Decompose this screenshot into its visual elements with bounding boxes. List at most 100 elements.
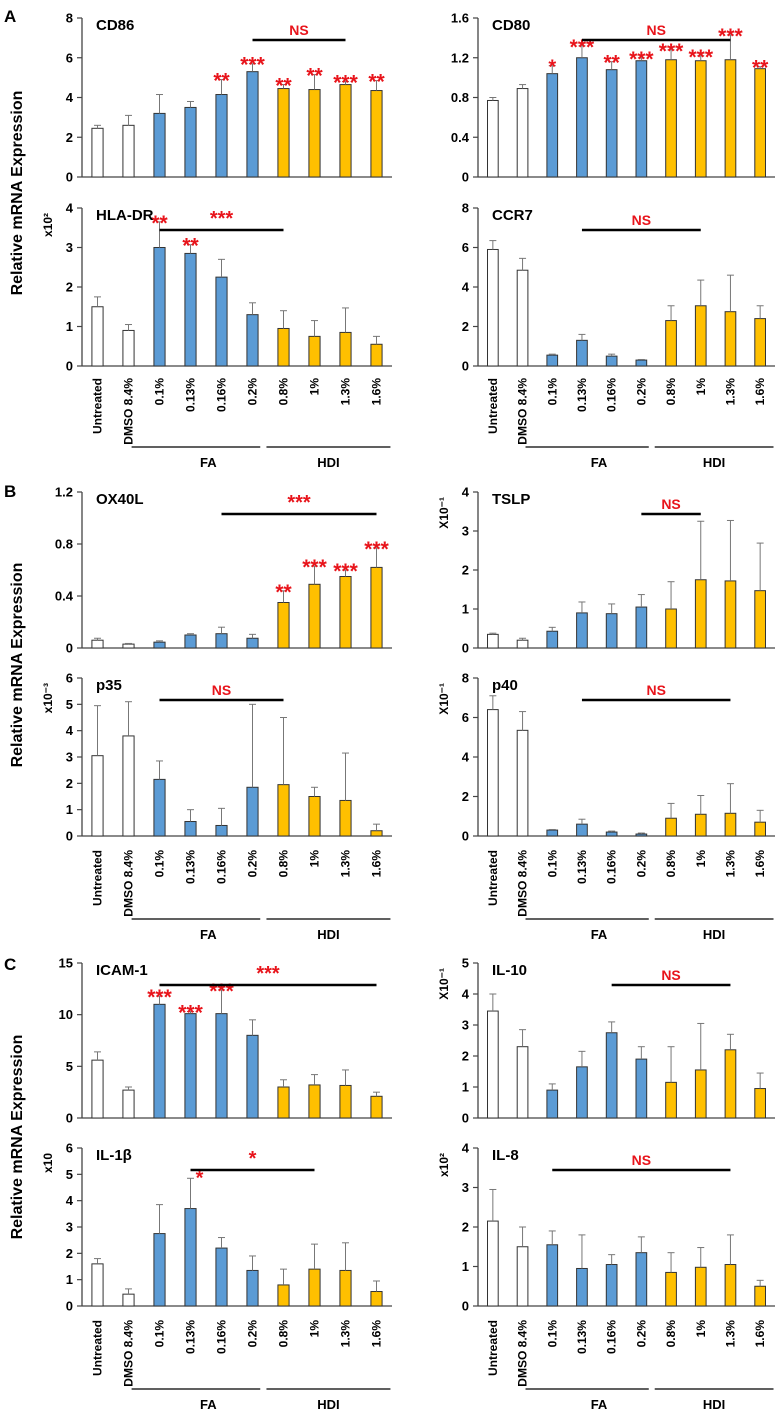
category-label: 0.13% [575,378,589,412]
bar [694,813,707,837]
bar [308,1084,321,1119]
bar [605,69,618,178]
bracket-label: NS [289,22,308,38]
category-label: DMSO 8.4% [122,378,136,445]
bar [339,1084,352,1119]
bar [91,755,104,837]
bar [546,73,559,178]
y-tick-label: 4 [66,90,74,105]
category-label: 0.1% [545,1320,559,1348]
bar [546,1244,559,1307]
category-label: 0.2% [246,1320,260,1348]
bar [339,1269,352,1307]
bar [370,830,383,837]
y-tick-label: 2 [462,563,469,578]
bar [308,335,321,367]
y-tick-label: 2 [66,130,73,145]
category-labels: Untreated DMSO 8.4% 0.1% 0.13% 0.16% 0.2% 0.8%… [486,1320,774,1410]
y-tick-label: 5 [462,956,469,971]
chart-p35: 0 1 2 3 4 5 6 x10⁻³ NS p35 [41,671,392,844]
significance-marker: *** [302,556,327,579]
y-tick-label: 1 [462,1259,469,1274]
category-label: DMSO 8.4% [516,378,530,445]
significance-marker: ** [603,52,620,75]
category-label: Untreated [486,1320,500,1376]
category-label: 1.6% [753,378,767,406]
significance-marker: * [196,1167,204,1189]
y-tick-label: 2 [462,789,469,804]
category-label: 0.13% [575,850,589,884]
chart-title: IL-10 [492,962,527,979]
bar [487,1220,499,1307]
bar [91,1263,104,1307]
bar [487,1010,499,1119]
bracket-label: *** [256,963,280,985]
y-tick-label: 4 [462,280,470,295]
significance-marker: *** [659,40,684,63]
group-label-hdi: HDI [317,455,339,470]
category-label: 0.2% [634,1320,648,1348]
y-tick-label: 2 [462,1220,469,1235]
chart-title: CD80 [492,17,530,34]
bar [754,68,766,178]
y-tick-label: 1 [462,602,469,617]
chart-tslp: 0 1 2 3 4 X10⁻¹ NS TSLP [437,485,775,656]
y-tick-label: 4 [66,201,74,216]
category-labels: Untreated DMSO 8.4% 0.1% 0.13% 0.16% 0.2% 0.8%… [91,378,391,470]
y-tick-label: 1.2 [451,50,469,65]
y-tick-label: 0.8 [55,537,73,552]
bar [184,106,197,178]
category-label: 0.1% [153,1320,167,1348]
chart-title: CCR7 [492,207,533,224]
bar [635,1058,648,1119]
category-label: 1.3% [723,850,737,878]
bar [576,823,588,837]
bar [153,247,166,367]
category-label: 1.6% [370,850,384,878]
significance-marker: *** [629,48,654,71]
category-label: 0.16% [605,850,619,884]
bar [635,359,648,367]
category-label: 0.16% [215,378,229,412]
bar [694,1266,707,1307]
y-tick-label: 0 [462,641,469,656]
category-label: Untreated [91,850,105,906]
panel-letter: C [4,955,16,974]
y-tick-label: 5 [66,1059,73,1074]
bar [277,327,290,367]
category-label: 0.2% [246,850,260,878]
bar [308,583,321,649]
bracket-label: NS [661,967,680,983]
bracket-label: NS [646,682,665,698]
bar [576,1066,588,1119]
significance-marker: *** [570,36,595,59]
panel-letter: A [4,7,16,26]
significance-marker: *** [240,54,265,77]
bar [694,579,707,649]
y-tick-label: 0.4 [55,589,74,604]
y-tick-label: 0 [462,1111,469,1126]
bar [576,1267,588,1307]
y-tick-label: 1 [66,1272,73,1287]
bar [339,331,352,367]
category-label: 0.1% [153,850,167,878]
y-tick-label: 8 [462,671,469,686]
bar [635,833,648,837]
significance-marker: ** [182,235,199,258]
bar [516,269,529,367]
chart-title: OX40L [96,491,144,508]
bar [487,633,499,649]
bar [724,311,737,367]
bar [184,1208,197,1307]
category-label: 0.1% [545,850,559,878]
category-label: Untreated [91,378,105,434]
significance-marker: ** [752,57,769,80]
bar [605,1264,618,1307]
category-label: DMSO 8.4% [122,1320,136,1387]
bracket-label: NS [646,22,665,38]
y-tick-label: 4 [462,750,470,765]
category-label: 1.3% [723,378,737,406]
bar [277,88,290,178]
bar [246,314,259,367]
